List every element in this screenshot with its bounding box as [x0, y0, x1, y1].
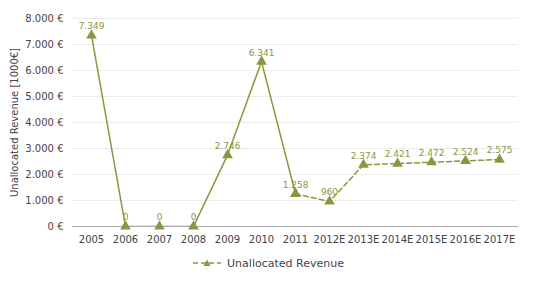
html-text:Unallocated Revenue: Unallocated Revenue: [227, 256, 344, 270]
svg-text:2009: 2009: [215, 234, 240, 245]
svg-text:2.746: 2.746: [215, 141, 241, 151]
svg-text:5.000 €: 5.000 €: [25, 91, 63, 102]
svg-text:2006: 2006: [113, 234, 138, 245]
svg-text:2.472: 2.472: [419, 148, 445, 158]
svg-text:6.341: 6.341: [249, 48, 275, 58]
svg-text:Unallocated Revenue [1000€]: Unallocated Revenue [1000€]: [9, 48, 20, 197]
svg-text:2007: 2007: [147, 234, 172, 245]
svg-text:2011: 2011: [283, 234, 308, 245]
svg-text:2.000 €: 2.000 €: [25, 169, 63, 180]
svg-text:2013E: 2013E: [348, 234, 380, 245]
svg-text:7.349: 7.349: [79, 21, 105, 31]
svg-text:0 €: 0 €: [48, 221, 64, 232]
svg-text:2014E: 2014E: [382, 234, 414, 245]
svg-text:2005: 2005: [79, 234, 104, 245]
svg-text:0: 0: [191, 212, 197, 222]
svg-text:2.421: 2.421: [385, 149, 411, 159]
svg-text:2010: 2010: [249, 234, 274, 245]
svg-text:960: 960: [321, 187, 338, 197]
svg-text:2012E: 2012E: [314, 234, 346, 245]
svg-text:1.000 €: 1.000 €: [25, 195, 63, 206]
svg-text:2015E: 2015E: [416, 234, 448, 245]
svg-text:2.575: 2.575: [487, 145, 513, 155]
svg-text:7.000 €: 7.000 €: [25, 39, 63, 50]
svg-text:3.000 €: 3.000 €: [25, 143, 63, 154]
svg-text:6.000 €: 6.000 €: [25, 65, 63, 76]
svg-text:2008: 2008: [181, 234, 206, 245]
svg-text:2.524: 2.524: [453, 147, 479, 157]
svg-text:1.258: 1.258: [282, 179, 309, 190]
svg-text:2016E: 2016E: [450, 234, 482, 245]
svg-text:0: 0: [123, 212, 129, 222]
svg-text:8.000 €: 8.000 €: [25, 13, 63, 24]
svg-text:2.374: 2.374: [351, 151, 377, 161]
svg-text:4.000 €: 4.000 €: [25, 117, 63, 128]
svg-text:0: 0: [157, 212, 163, 222]
svg-text:2017E: 2017E: [484, 234, 516, 245]
